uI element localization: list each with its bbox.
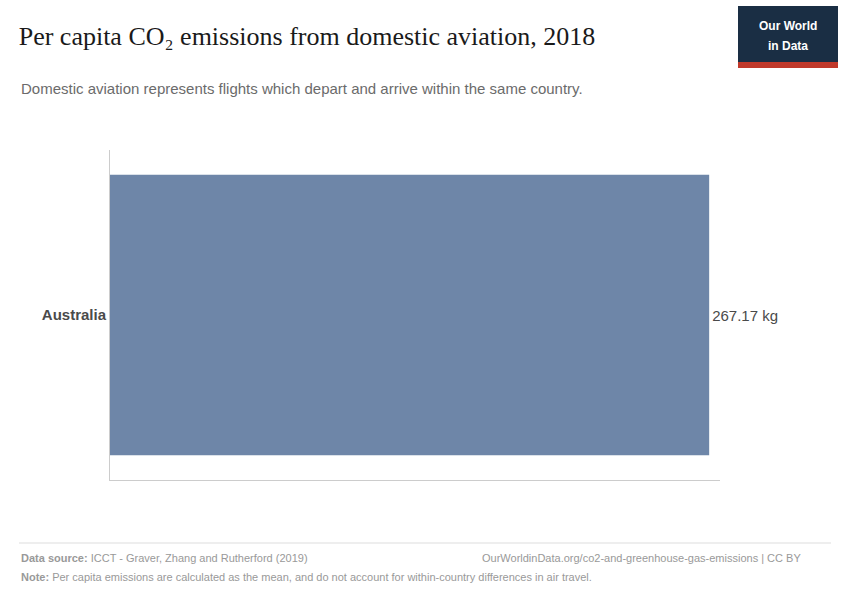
svg-text:in Data: in Data <box>768 39 808 53</box>
svg-text:Domestic aviation represents f: Domestic aviation represents flights whi… <box>21 80 583 97</box>
svg-text:Our World: Our World <box>759 19 817 33</box>
svg-text:Note: Per capita emissions are: Note: Per capita emissions are calculate… <box>21 571 592 583</box>
svg-text:267.17 kg: 267.17 kg <box>712 307 778 324</box>
svg-text:Per capita CO₂ emissions from: Per capita CO₂ emissions from domestic a… <box>19 22 596 51</box>
svg-text:OurWorldinData.org/co2-and-gre: OurWorldinData.org/co2-and-greenhouse-ga… <box>482 552 801 564</box>
svg-text:Australia: Australia <box>42 306 107 323</box>
svg-text:Data source: ICCT - Graver, Zh: Data source: ICCT - Graver, Zhang and Ru… <box>21 552 308 564</box>
